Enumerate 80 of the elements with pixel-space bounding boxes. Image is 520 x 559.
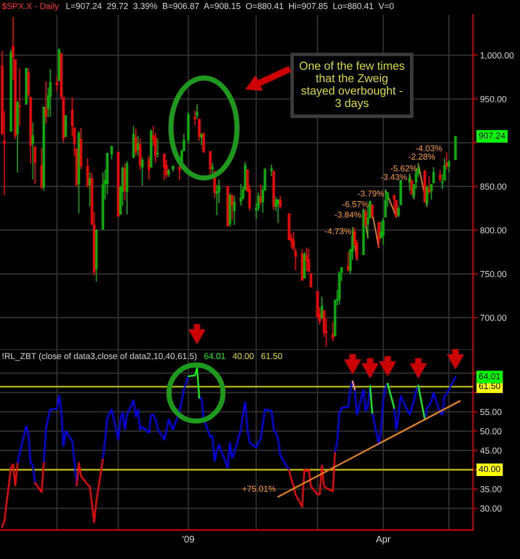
- x-tick-label: '09: [182, 536, 194, 542]
- chart-title: $SPX.X - Daily: [2, 2, 59, 11]
- annotation: -4.03%: [416, 145, 442, 152]
- annotation: -4.73%: [324, 228, 352, 234]
- candlestick: [200, 133, 203, 146]
- candlestick: [448, 160, 450, 173]
- candlestick: [194, 110, 196, 126]
- candlestick: [198, 118, 200, 142]
- annotation: +75.01%: [242, 486, 276, 492]
- candlestick: [110, 146, 113, 160]
- annotation: -2.28%: [408, 154, 435, 160]
- annotation: 64.01: [204, 353, 226, 360]
- ref-line-label: 61.50: [479, 382, 500, 390]
- y-tick-label: 35.00: [480, 486, 502, 492]
- text: !RL_ZBT (close of data3,close of data2,10,40,61.5): [2, 352, 197, 361]
- candlestick: [438, 169, 442, 183]
- candlestick: [138, 138, 142, 170]
- candlestick: [332, 321, 334, 342]
- candlestick: [270, 164, 273, 176]
- candlestick: [64, 115, 67, 138]
- y-tick-label: 55.00: [480, 408, 502, 416]
- annotation: -6.57%: [342, 201, 369, 208]
- candlestick: [141, 157, 144, 186]
- candlestick: [430, 183, 433, 200]
- candlestick: [384, 189, 387, 218]
- candlestick: [432, 166, 435, 184]
- candlestick: [156, 138, 159, 158]
- candlestick: [397, 205, 400, 218]
- candlestick: [163, 154, 166, 181]
- candlestick: [56, 76, 58, 92]
- candlestick: [34, 146, 36, 184]
- candlestick: [136, 135, 140, 156]
- chart-subtitle: L=907.24 29.72 3.39% B=906.87 A=908.15 O=880.41 Hi=907.85 Lo=880.41 V=0: [66, 2, 394, 10]
- text: 40.00: [232, 353, 254, 360]
- candlestick: [308, 248, 310, 273]
- text: 64.01: [479, 373, 500, 380]
- candlestick: [134, 128, 137, 156]
- candlestick: [49, 68, 52, 117]
- candlestick: [428, 175, 430, 195]
- y-tick-label: 800.00: [480, 227, 506, 234]
- text: 61.50: [261, 353, 282, 360]
- candlestick: [148, 155, 150, 180]
- candlestick: [276, 199, 280, 224]
- x-tick-label: Apr: [376, 536, 390, 544]
- candlestick: [378, 222, 380, 248]
- candlestick: [346, 252, 350, 272]
- candlestick: [18, 68, 21, 127]
- candlestick: [196, 104, 198, 120]
- y-tick-label: 850.00: [480, 183, 506, 190]
- candlestick: [240, 183, 242, 206]
- annotation: -3.79%: [358, 190, 384, 196]
- y-tick-label: 30.00: [480, 505, 502, 512]
- annotation: -5.62%: [390, 165, 417, 172]
- candlestick: [382, 217, 384, 246]
- candlestick: [408, 174, 411, 192]
- y-tick-label: 700.00: [480, 314, 506, 321]
- y-tick-label: 1,000.00: [480, 52, 514, 60]
- text: 907.24: [479, 132, 506, 139]
- candlestick: [208, 150, 212, 175]
- candlestick: [305, 247, 308, 272]
- candlestick: [310, 272, 312, 288]
- candlestick: [27, 68, 30, 98]
- candlestick: [320, 296, 324, 320]
- annotation: -3.43%: [380, 174, 407, 180]
- candlestick: [124, 163, 126, 201]
- y-tick-label: 750.00: [480, 270, 506, 278]
- candlestick: [230, 194, 234, 222]
- candlestick: [32, 122, 34, 180]
- candlestick: [233, 196, 236, 226]
- candlestick: [211, 162, 214, 176]
- annotation: -3.84%: [334, 212, 362, 218]
- annotation: One of the few times that the Zweig stayed overbought - 3 days: [300, 61, 404, 110]
- y-tick-label: 950.00: [480, 96, 506, 102]
- candlestick: [202, 132, 205, 154]
- y-tick-label: 50.00: [480, 428, 502, 434]
- y-tick-label: 45.00: [480, 447, 502, 454]
- candlestick: [371, 204, 374, 220]
- candlestick: [279, 196, 282, 209]
- ref-line-label: 40.00: [478, 466, 500, 472]
- candlestick: [132, 126, 135, 158]
